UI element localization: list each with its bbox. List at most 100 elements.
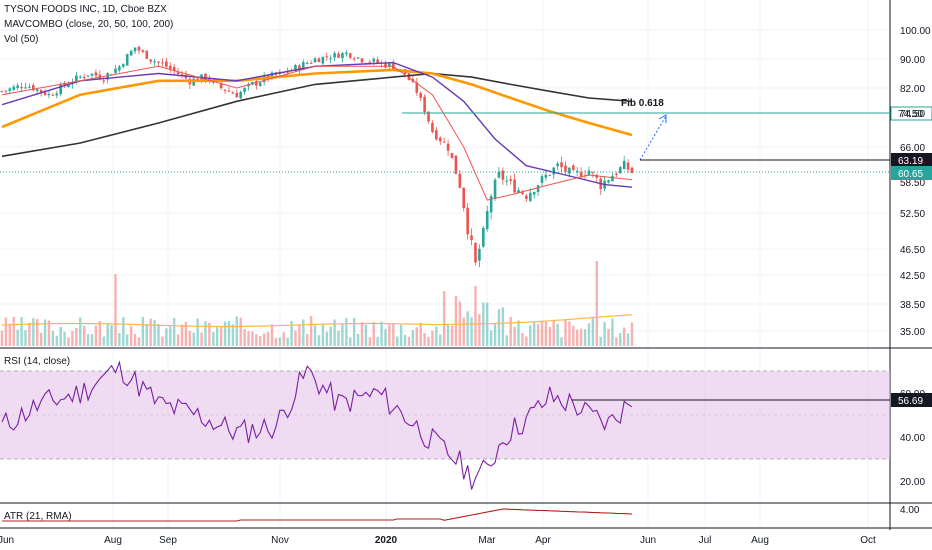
volume-bar (114, 274, 117, 346)
candle-body (235, 92, 239, 98)
candle-body (427, 111, 430, 122)
time-axis-tick: Sep (159, 535, 177, 546)
candle-body (219, 83, 223, 89)
candle-body (528, 192, 532, 201)
volume-bar (356, 333, 360, 346)
rsi-tag-text: 56.69 (898, 396, 923, 407)
volume-bar (51, 331, 55, 346)
candle-body (43, 91, 47, 95)
volume-bar (513, 326, 516, 346)
price-axis-tick: 100.00 (900, 26, 931, 37)
volume-bar (630, 322, 634, 346)
volume-bar (462, 317, 465, 346)
indicator-label: MAVCOMBO (close, 20, 50, 100, 200) (4, 19, 173, 30)
volume-bar (372, 321, 375, 346)
ma20-line (1, 65, 633, 201)
rsi-axis-tick: 40.00 (900, 433, 925, 444)
candle-body (255, 81, 258, 86)
fib-label: Fib 0.618 (621, 98, 664, 109)
volume-bar (118, 332, 121, 346)
candle-body (360, 58, 364, 63)
volume-bar (0, 330, 4, 346)
candle-body (176, 72, 180, 74)
candle-body (438, 137, 442, 142)
volume-bar (521, 333, 524, 346)
candle-body (223, 89, 227, 91)
volume-bar (129, 326, 133, 346)
volume-bar (126, 334, 129, 346)
volume-bar (47, 320, 51, 346)
candle-body (118, 66, 121, 71)
candle-body (485, 211, 489, 230)
volume-bar (188, 330, 192, 346)
candle-body (458, 173, 462, 188)
candle-body (532, 192, 536, 195)
volume-bar (603, 322, 606, 346)
volume-bar (313, 325, 317, 346)
volume-bar (67, 337, 70, 346)
volume-bar (200, 332, 203, 346)
candle-body (513, 179, 516, 193)
candle-body (16, 85, 19, 88)
volume-bar (247, 331, 250, 346)
volume-bar (192, 332, 195, 346)
candle-body (20, 87, 23, 89)
candle-body (114, 68, 117, 74)
candle-body (172, 66, 176, 71)
volume-bar (223, 321, 227, 346)
candle-body (536, 185, 540, 192)
price-tag-fib: 74.50 (890, 106, 932, 121)
candle-body (204, 73, 207, 80)
candle-body (568, 167, 571, 174)
volume-bar (431, 330, 434, 346)
candle-body (442, 141, 446, 143)
volume-bar (172, 318, 176, 346)
volume-bar (532, 322, 536, 346)
candle-body (32, 85, 35, 91)
price-axis-tick: 66.00 (900, 143, 925, 154)
volume-bar (106, 323, 109, 346)
price-axis: 100.00 90.00 82.00 74.50 66.00 58.50 52.50 46.5… (900, 26, 931, 338)
candle-body (75, 75, 78, 82)
volume-bar (329, 326, 332, 346)
volume-bar (227, 321, 231, 346)
volume-bar (419, 322, 422, 346)
candle-body (423, 96, 426, 113)
volume-bar (525, 336, 528, 346)
rsi-tag: 56.69 (891, 393, 932, 407)
volume-bar (302, 319, 305, 346)
candle-body (86, 75, 90, 77)
price-axis-tick: 38.50 (900, 300, 925, 311)
volume-bar (4, 317, 8, 346)
volume-bar (583, 329, 587, 346)
volume-bar (517, 320, 520, 346)
volume-bar (415, 327, 418, 346)
candle-body (12, 86, 16, 90)
candle-body (446, 143, 450, 151)
volume-ma-line (1, 314, 633, 328)
candle-body (317, 58, 321, 63)
candle-body (466, 207, 469, 235)
candle-body (325, 56, 329, 58)
volume-bar (474, 286, 477, 346)
candle-body (419, 93, 422, 98)
volume-bar (505, 335, 508, 346)
volume-bar (184, 321, 188, 346)
time-axis-tick: Jun (0, 535, 14, 546)
volume-bar (486, 302, 489, 346)
volume-bar (380, 321, 383, 346)
volume-bar (544, 321, 548, 346)
volume-bar (82, 325, 86, 346)
candle-body (521, 191, 524, 194)
candle-body (337, 53, 340, 58)
volume-bar (90, 334, 94, 346)
time-axis-tick: Jul (699, 535, 712, 546)
volume-bar (169, 326, 172, 346)
volume-bar (212, 331, 215, 346)
candle-body (35, 89, 39, 91)
volume-bar (439, 334, 442, 346)
volume-bars (0, 261, 634, 346)
volume-bar (345, 317, 348, 346)
